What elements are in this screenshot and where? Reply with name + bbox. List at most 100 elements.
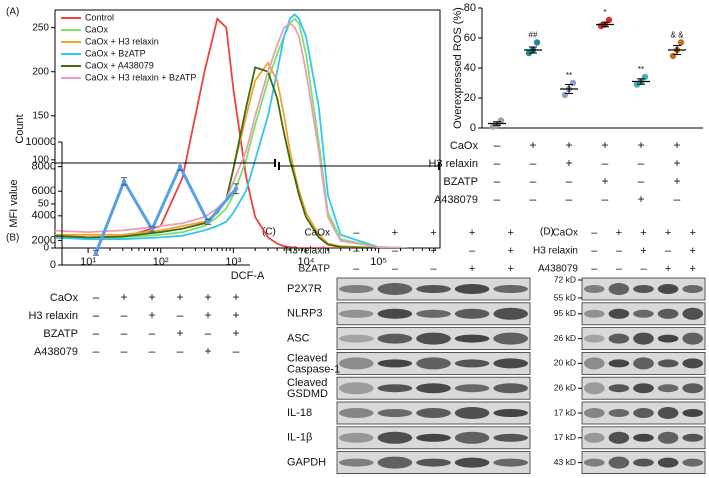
blot-band	[339, 382, 374, 395]
data-point	[233, 186, 239, 191]
condition-sign: +	[507, 227, 513, 239]
condition-sign: –	[530, 192, 537, 206]
condition-sign: –	[566, 192, 573, 206]
histogram-line	[55, 13, 408, 248]
blot-band	[339, 408, 374, 418]
blot-band	[584, 357, 605, 370]
row-label-line: GSDMD	[287, 388, 328, 400]
y-tick-label: 2000	[32, 234, 56, 246]
blot-band	[454, 457, 490, 468]
histogram-line	[55, 61, 408, 248]
blot-band	[657, 359, 679, 368]
blot-band	[682, 383, 703, 394]
blot-band	[657, 384, 679, 393]
condition-label: CaOx	[552, 228, 578, 239]
y-tick-label: 0	[50, 259, 56, 271]
condition-sign: –	[638, 174, 645, 188]
condition-label: A438079	[34, 346, 78, 358]
blot-band	[584, 408, 605, 418]
condition-sign: –	[494, 174, 501, 188]
condition-label: CaOx	[450, 140, 479, 152]
condition-sign: +	[232, 308, 239, 322]
blot-band	[657, 431, 679, 444]
kd-label: 72 kD	[554, 274, 576, 284]
data-point	[205, 219, 211, 225]
histogram-line	[55, 22, 408, 248]
blot-band	[493, 383, 528, 394]
blot-band	[608, 431, 630, 444]
blot-band	[608, 283, 630, 295]
legend-label: Control	[85, 12, 114, 22]
blot-band	[608, 333, 630, 344]
blot-band	[584, 334, 605, 343]
condition-label: BZATP	[299, 264, 331, 275]
condition-sign: –	[616, 245, 623, 257]
condition-sign: –	[121, 326, 128, 340]
blot-band	[493, 358, 528, 369]
blot-band	[682, 458, 703, 467]
annotation: **	[638, 65, 644, 74]
row-label: Cleaved Caspase-1	[287, 352, 340, 375]
data-point	[121, 179, 127, 184]
blot-band	[339, 357, 374, 370]
condition-sign: –	[591, 263, 598, 275]
condition-sign: –	[640, 263, 647, 275]
condition-label: CaOx	[304, 228, 330, 239]
condition-sign: –	[121, 308, 128, 322]
row-label-line: Caspase-1	[287, 363, 340, 375]
condition-sign: +	[640, 245, 646, 257]
condition-sign: +	[469, 263, 475, 275]
blot-band	[657, 457, 679, 468]
blot-band	[454, 308, 490, 319]
condition-sign: +	[673, 138, 680, 152]
condition-sign: +	[640, 227, 646, 239]
legend-label: CaOx + H3 relaxin	[85, 36, 159, 46]
condition-sign: +	[689, 245, 695, 257]
panel-label: (A)	[6, 7, 19, 18]
blot-band	[377, 384, 413, 393]
y-axis-label: MFI value	[8, 179, 20, 227]
condition-sign: +	[601, 138, 608, 152]
row-label: Cleaved GSDMD	[287, 377, 330, 400]
kd-label: 95 kD	[554, 308, 576, 318]
condition-label: H3 relaxin	[533, 246, 578, 257]
blot-band	[454, 384, 490, 393]
condition-sign: –	[177, 308, 184, 322]
blot-band	[493, 433, 528, 442]
condition-label: BZATP	[443, 176, 478, 188]
condition-sign: –	[494, 138, 501, 152]
x-tick-label: 10⁴	[298, 256, 315, 268]
y-tick-label: 60	[464, 32, 476, 44]
annotation: **	[566, 71, 572, 80]
blot-band	[377, 308, 413, 319]
blot-band	[682, 409, 703, 417]
blot-band	[339, 309, 374, 318]
annotation: ##	[529, 31, 538, 40]
blot-band	[657, 308, 679, 319]
legend-label: CaOx	[85, 24, 109, 34]
condition-sign: +	[673, 156, 680, 170]
blot-band	[584, 458, 605, 467]
blot-band	[657, 284, 679, 294]
y-tick-label: 0	[470, 122, 476, 134]
condition-sign: +	[507, 245, 513, 257]
blot-band	[608, 456, 630, 469]
condition-label: H3 relaxin	[28, 310, 78, 322]
condition-sign: +	[120, 290, 127, 304]
data-point	[605, 16, 613, 24]
y-tick-label: 50	[38, 199, 50, 210]
row-label: P2X7R	[287, 283, 322, 295]
kd-label: 26 kD	[554, 382, 576, 392]
condition-sign: +	[232, 326, 239, 340]
blot-band	[657, 334, 679, 343]
condition-sign: +	[204, 290, 211, 304]
blot-band	[633, 433, 654, 442]
y-tick-label: 4000	[32, 210, 56, 222]
condition-label: CaOx	[50, 292, 79, 304]
y-tick-label: 10000	[25, 136, 56, 148]
data-point	[669, 52, 677, 60]
row-label: GAPDH	[287, 457, 326, 469]
condition-sign: +	[469, 227, 475, 239]
data-point	[677, 39, 685, 46]
